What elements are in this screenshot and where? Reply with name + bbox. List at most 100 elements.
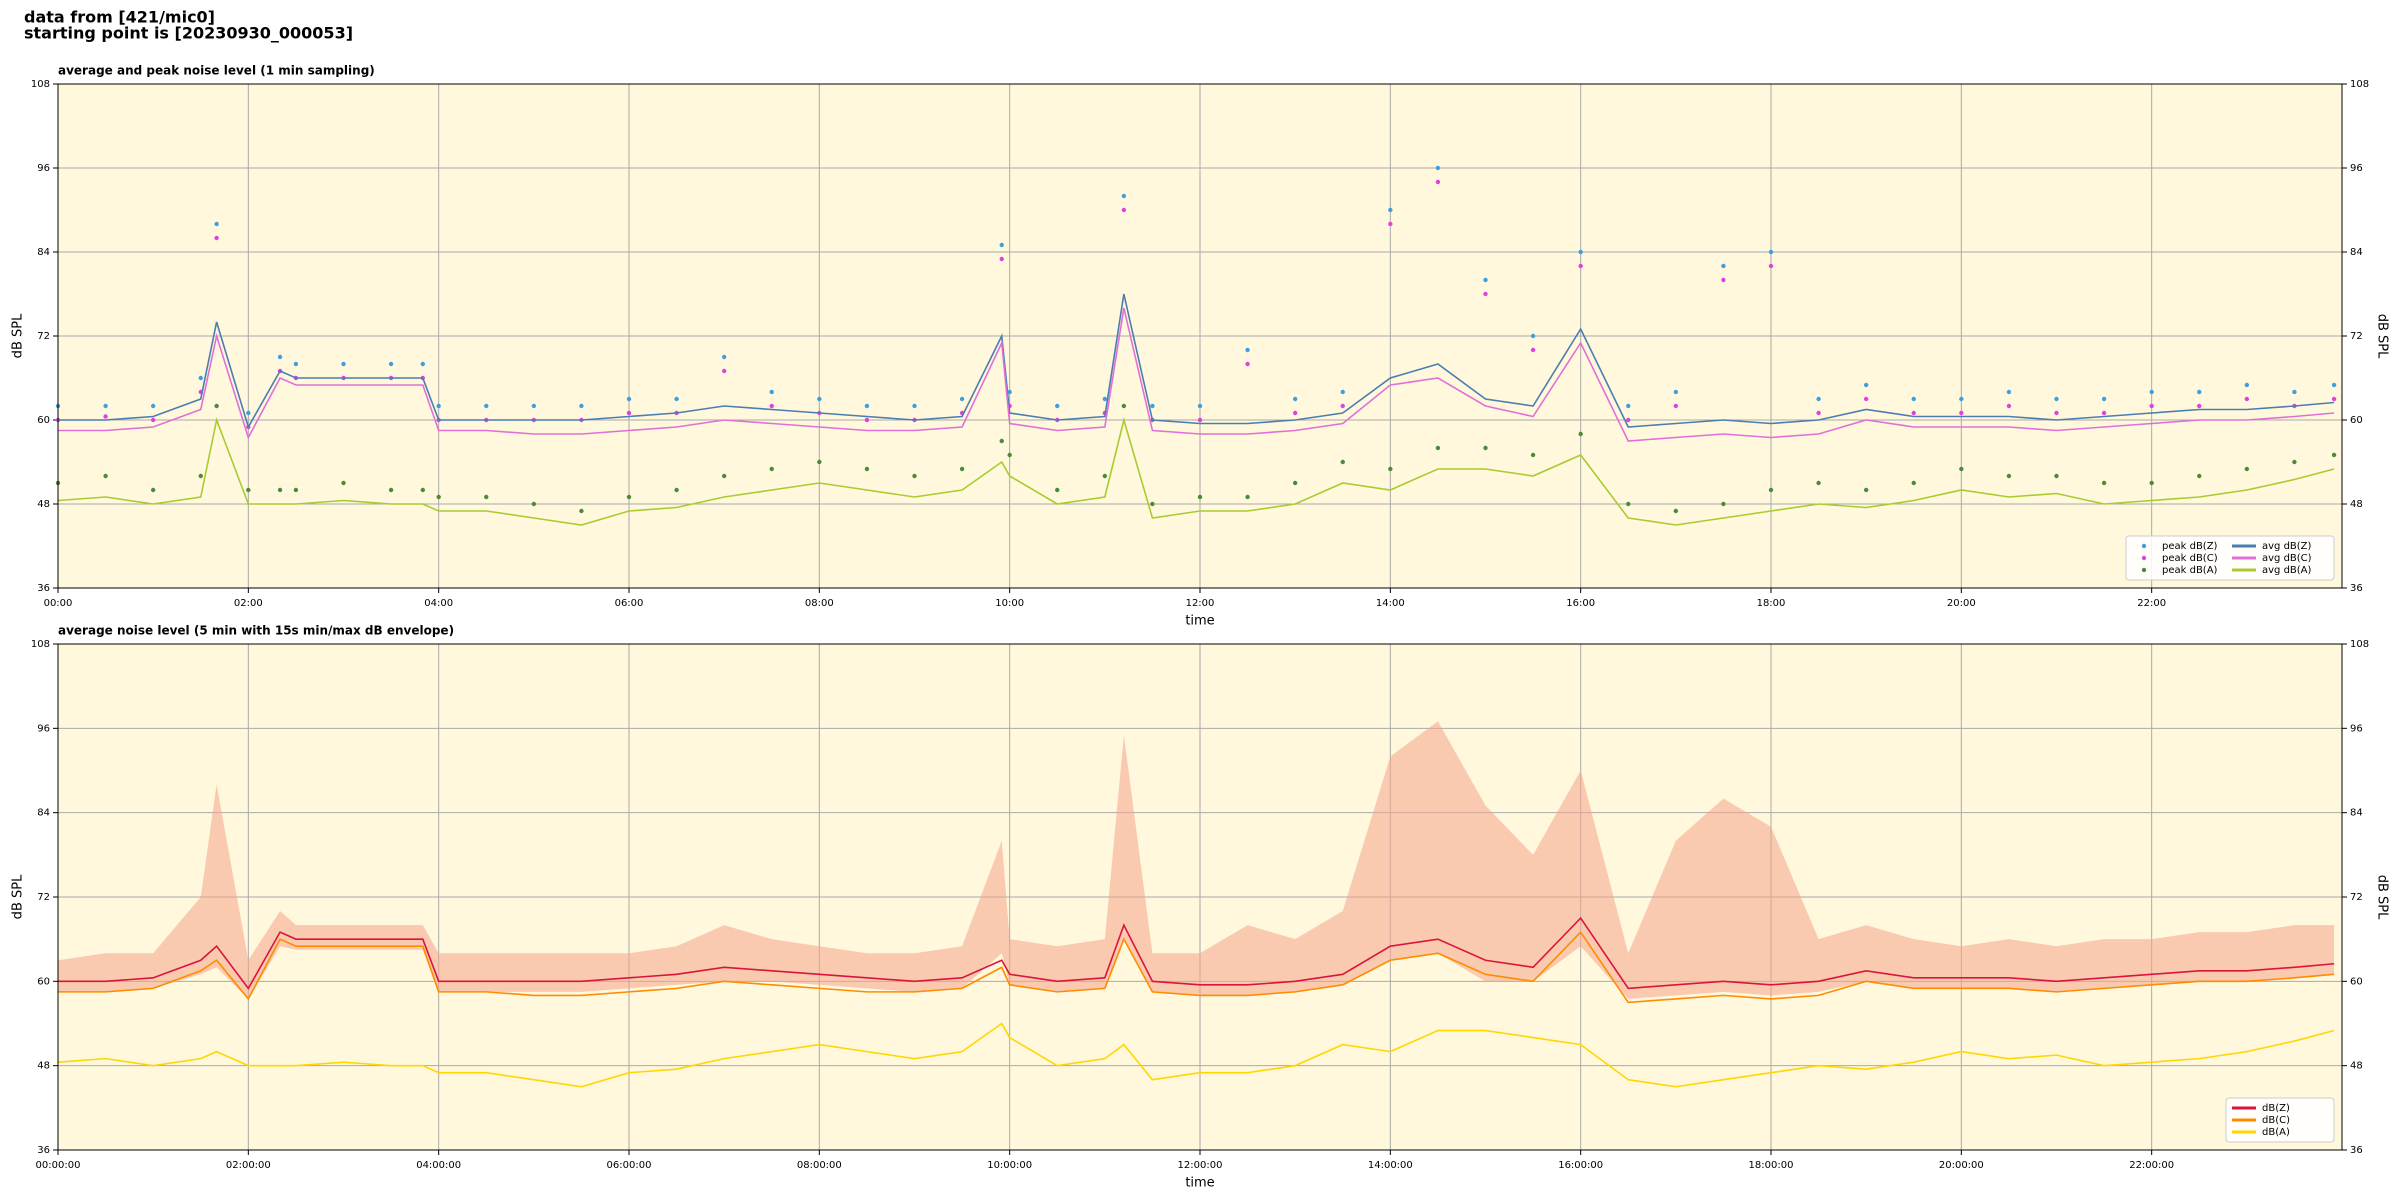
peak-dot xyxy=(1959,396,1964,402)
peak-dot xyxy=(1530,452,1536,458)
header-line: data from [421/mic0] xyxy=(24,8,215,27)
peak-dot xyxy=(579,403,584,409)
peak-dot xyxy=(721,354,727,360)
y-tick-label: 60 xyxy=(37,415,50,426)
legend-label: peak dB(C) xyxy=(2162,553,2218,564)
y-tick-label: 72 xyxy=(37,892,50,903)
y-tick-label: 96 xyxy=(2350,163,2363,174)
peak-dot xyxy=(1530,347,1536,353)
peak-dot xyxy=(1768,249,1774,255)
legend-label: peak dB(Z) xyxy=(2162,541,2218,552)
x-axis-label: time xyxy=(1185,1176,1214,1191)
peak-dot xyxy=(1102,473,1108,479)
peak-dot xyxy=(912,403,917,409)
peak-dot xyxy=(864,417,870,423)
peak-dot xyxy=(769,466,774,472)
peak-dot xyxy=(579,508,584,514)
peak-dot xyxy=(484,494,489,500)
peak-dot xyxy=(2244,466,2250,472)
y-axis-label: dB SPL xyxy=(11,313,26,358)
envelope xyxy=(58,721,2335,999)
peak-dot xyxy=(2006,403,2012,409)
peak-dot xyxy=(388,361,394,367)
peak-dot xyxy=(1578,263,1583,269)
peak-dot xyxy=(999,256,1004,262)
x-tick-label: 06:00:00 xyxy=(607,1160,652,1171)
peak-dot xyxy=(2149,403,2154,409)
peak-dot xyxy=(2149,480,2154,486)
peak-dot xyxy=(420,361,426,367)
peak-dot xyxy=(1626,403,1631,409)
y-tick-label: 36 xyxy=(2350,583,2363,594)
peak-dot xyxy=(2197,389,2202,395)
peak-dot xyxy=(277,487,283,493)
x-tick-label: 14:00 xyxy=(1376,598,1405,609)
peak-dot xyxy=(864,466,870,472)
peak-dot xyxy=(1340,459,1345,465)
legend-marker xyxy=(2141,555,2147,561)
peak-dot xyxy=(1768,487,1774,493)
series-line xyxy=(58,293,2335,430)
peak-dot xyxy=(1388,466,1393,472)
peak-dot xyxy=(1197,494,1203,500)
x-tick-label: 04:00:00 xyxy=(416,1160,461,1171)
peak-dot xyxy=(1816,396,1821,402)
y-tick-label: 108 xyxy=(2350,79,2369,90)
peak-dot xyxy=(817,459,822,465)
y-tick-label: 72 xyxy=(37,331,50,342)
peak-dot xyxy=(2197,403,2202,409)
peak-dot xyxy=(2006,389,2012,395)
series-line xyxy=(57,416,2335,526)
peak-dot xyxy=(1197,403,1203,409)
peak-dot xyxy=(531,501,537,507)
header-line: starting point is [20230930_000053] xyxy=(24,24,353,43)
peak-dot xyxy=(1863,396,1869,402)
peak-dot xyxy=(1673,389,1679,395)
peak-dot xyxy=(2054,473,2059,479)
x-tick-label: 04:00 xyxy=(424,598,453,609)
peak-dot xyxy=(1483,445,1488,451)
peak-dot xyxy=(2101,410,2107,416)
peak-dot xyxy=(293,361,299,367)
peak-dot xyxy=(1959,410,1964,416)
peak-dot xyxy=(341,480,346,486)
peak-dot xyxy=(1388,207,1393,213)
peak-dot xyxy=(293,487,299,493)
peak-dot xyxy=(817,396,822,402)
y-axis-label: dB SPL xyxy=(2375,314,2390,359)
peak-dot xyxy=(1626,417,1631,423)
peak-dot xyxy=(674,396,679,402)
y-tick-label: 108 xyxy=(31,639,50,650)
x-tick-label: 22:00 xyxy=(2137,598,2166,609)
peak-dot xyxy=(198,473,203,479)
x-tick-label: 16:00:00 xyxy=(1558,1160,1603,1171)
plot-frame xyxy=(57,643,2343,1151)
peak-dot xyxy=(674,487,679,493)
peak-dot xyxy=(1816,410,1821,416)
x-tick-label: 10:00 xyxy=(995,598,1024,609)
y-tick-label: 60 xyxy=(37,976,50,987)
legend-label: dB(A) xyxy=(2262,1127,2290,1138)
peak-dot xyxy=(388,487,394,493)
peak-dot xyxy=(198,375,203,381)
peak-dot xyxy=(769,389,774,395)
x-tick-label: 22:00:00 xyxy=(2129,1160,2174,1171)
peak-dot xyxy=(1007,452,1012,458)
peak-dot xyxy=(1292,396,1298,402)
peak-dot xyxy=(1721,501,1726,507)
legend-label: avg dB(C) xyxy=(2262,553,2312,564)
y-tick-label: 48 xyxy=(37,1061,50,1072)
x-tick-label: 16:00 xyxy=(1566,598,1595,609)
peak-dot xyxy=(2331,382,2337,388)
peak-dot xyxy=(1721,263,1726,269)
series-line xyxy=(57,1022,2335,1088)
peak-dot xyxy=(2197,473,2202,479)
peak-dot xyxy=(277,354,283,360)
peak-dot xyxy=(1578,431,1583,437)
peak-dot xyxy=(2292,389,2297,395)
peak-dot xyxy=(103,473,108,479)
peak-dot xyxy=(999,242,1004,248)
legend-box xyxy=(2125,535,2335,581)
legend-label: peak dB(A) xyxy=(2162,565,2218,576)
peak-dot xyxy=(769,403,774,409)
